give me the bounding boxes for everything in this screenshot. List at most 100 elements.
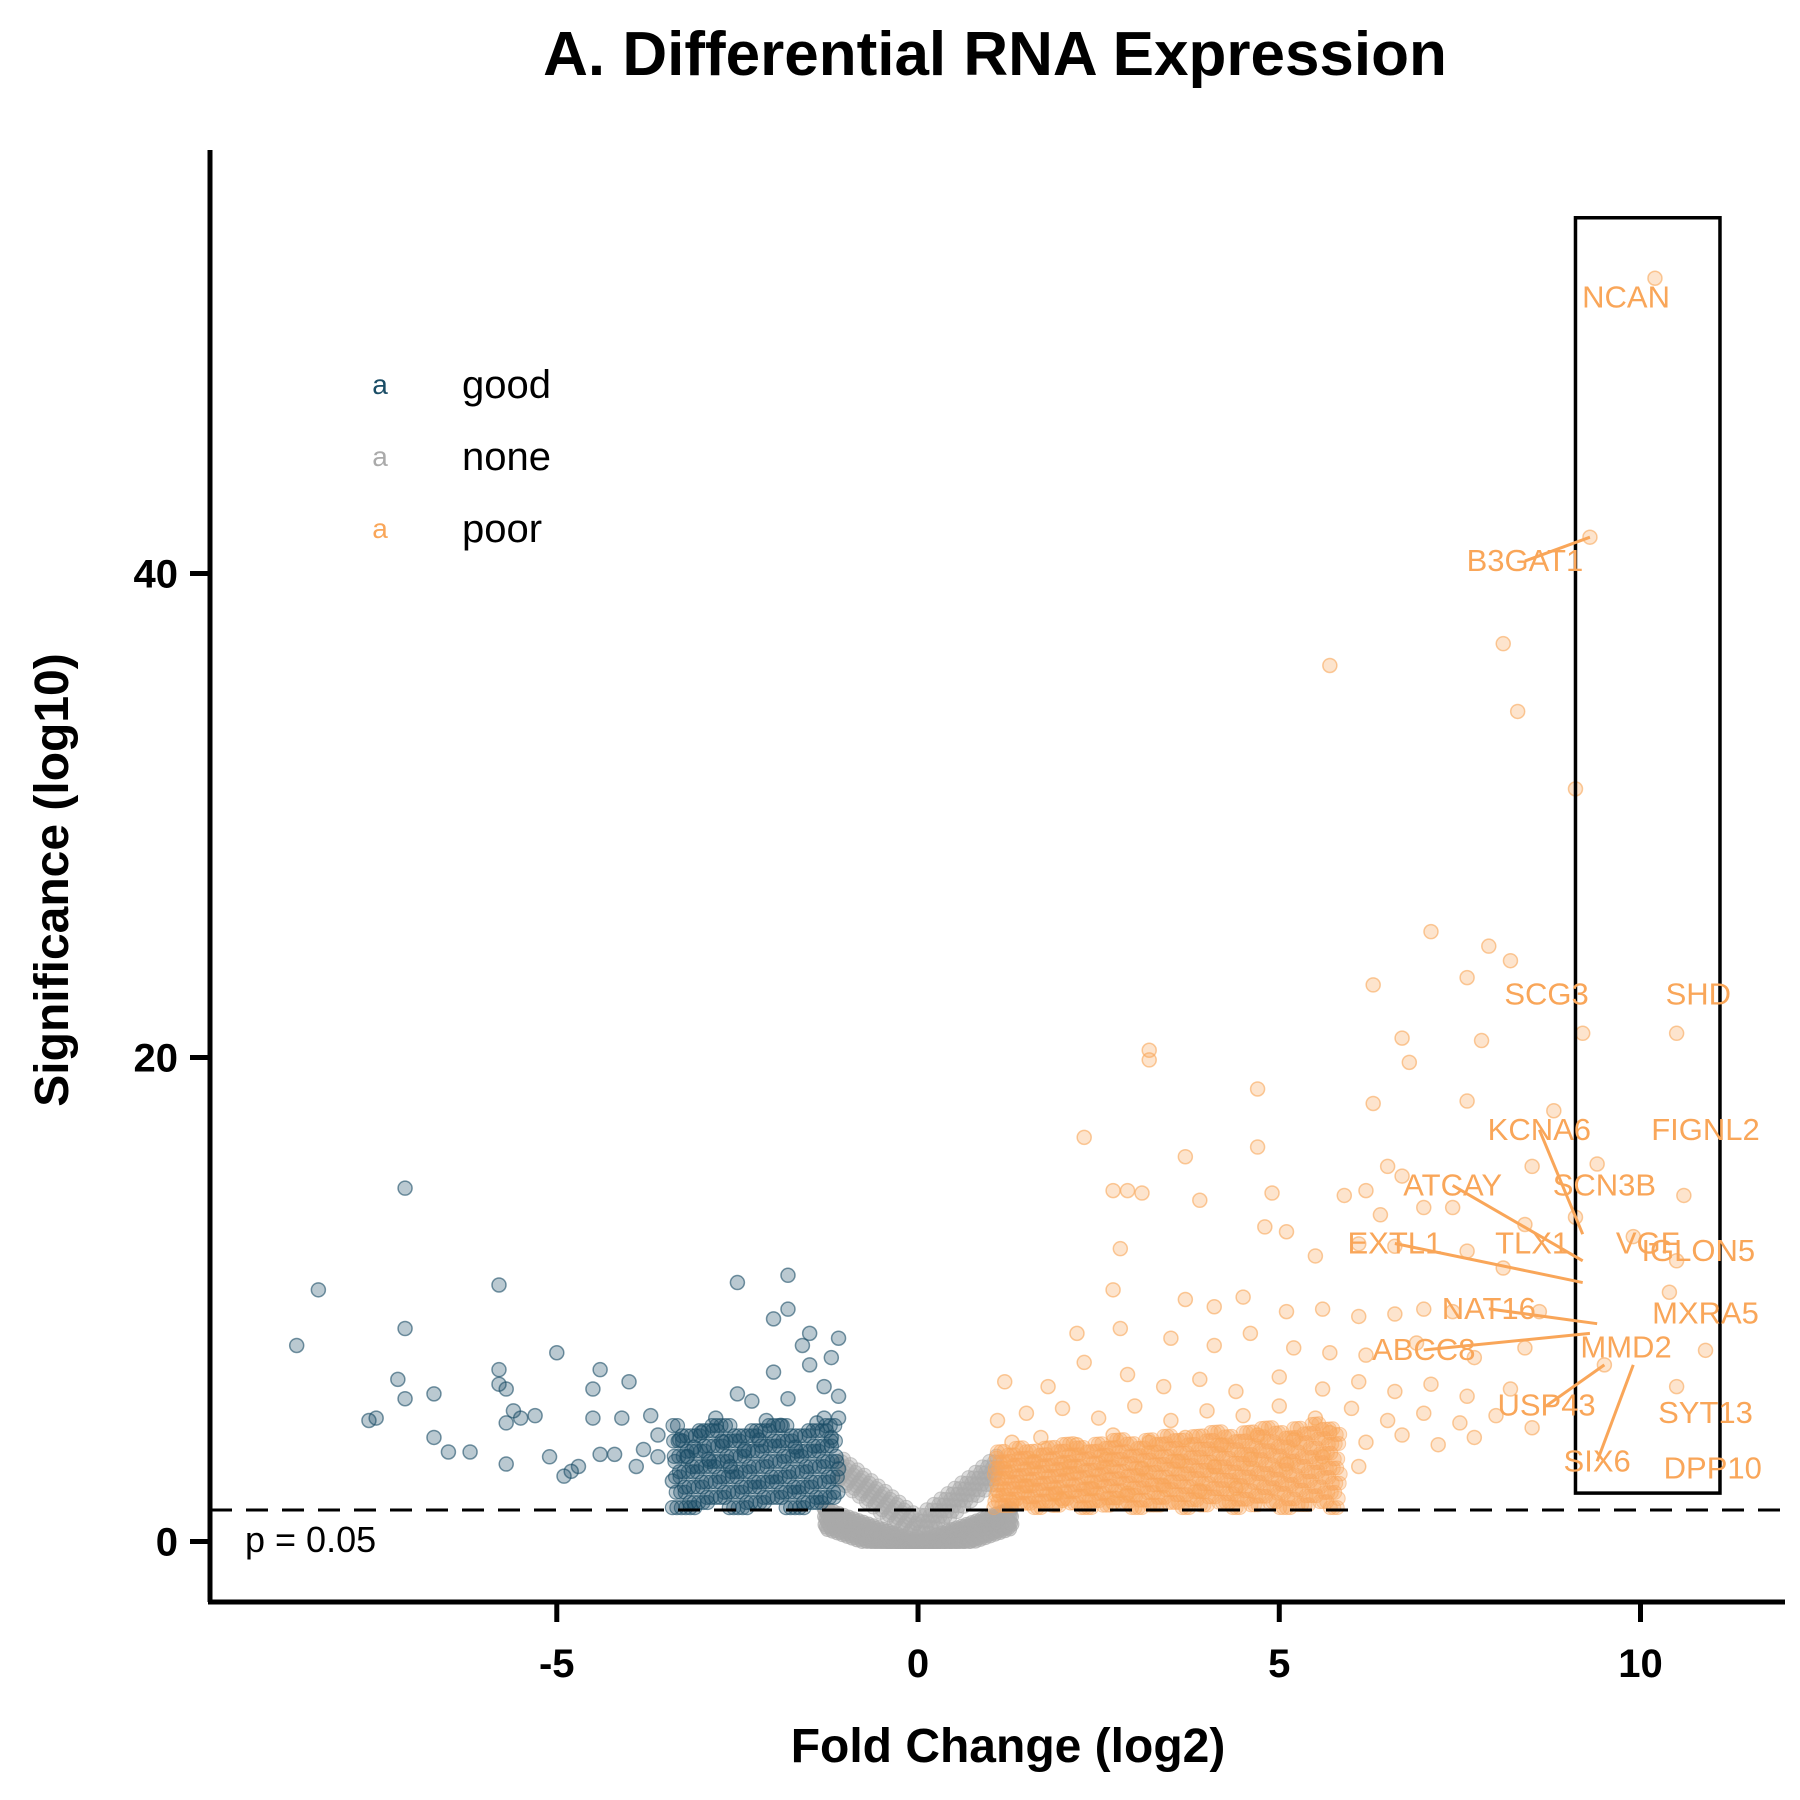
point-good (672, 1469, 688, 1485)
point-poor (1134, 1185, 1150, 1201)
point-poor (1466, 1429, 1483, 1446)
point-poor (1247, 1488, 1263, 1504)
point-poor (1272, 1500, 1288, 1516)
point-good (769, 1489, 785, 1505)
point-good (699, 1494, 716, 1511)
point-poor (1350, 1308, 1367, 1325)
gene-label: ABCC8 (1372, 1332, 1475, 1367)
gene-label: VGF (1616, 1226, 1680, 1261)
point-poor (1387, 1383, 1403, 1400)
point-good (816, 1410, 832, 1426)
point-poor (1249, 1139, 1266, 1155)
point-poor (1270, 1439, 1286, 1455)
x-tick-label: 10 (1618, 1642, 1663, 1686)
threshold-layer: p = 0.05 (210, 1508, 1785, 1560)
point-poor (1379, 1158, 1396, 1175)
point-poor (1032, 1476, 1048, 1492)
point-good (754, 1443, 770, 1459)
legend: a good a none a poor (372, 363, 551, 551)
point-poor (1249, 1081, 1266, 1097)
point-poor (1278, 1223, 1295, 1240)
point-poor (1358, 1182, 1374, 1199)
point-poor (1227, 1434, 1243, 1450)
leader-line (1537, 1129, 1585, 1235)
point-good (772, 1453, 788, 1470)
point-poor (1314, 1301, 1331, 1317)
point-poor (1509, 703, 1526, 720)
point-poor (1008, 1468, 1024, 1484)
point-poor (1127, 1398, 1143, 1414)
gene-label: MXRA5 (1652, 1296, 1759, 1331)
point-good (776, 1453, 792, 1470)
y-tick-label: 40 (134, 553, 179, 597)
point-good (592, 1446, 608, 1463)
leader-line (1451, 1184, 1584, 1263)
point-poor (1053, 1455, 1069, 1471)
point-good (707, 1410, 724, 1426)
point-good (780, 1301, 796, 1317)
point-good (390, 1371, 406, 1388)
point-good (756, 1494, 773, 1511)
point-poor (1120, 1468, 1136, 1484)
point-poor (1495, 635, 1511, 652)
point-good (541, 1449, 558, 1465)
point-poor (1292, 1473, 1308, 1489)
point-good (735, 1500, 751, 1516)
point-poor (1235, 1289, 1251, 1305)
x-tick-label: -5 (539, 1642, 575, 1686)
point-good (498, 1381, 514, 1397)
point-good (798, 1464, 815, 1480)
point-good (368, 1410, 384, 1426)
point-poor (1119, 1485, 1136, 1501)
point-poor (1196, 1497, 1212, 1513)
point-poor (1668, 1378, 1685, 1395)
point-good (570, 1458, 587, 1475)
x-tick-label: 0 (907, 1642, 929, 1686)
point-poor (1170, 1453, 1186, 1470)
y-tick-label: 20 (134, 1037, 179, 1081)
point-poor (1192, 1482, 1208, 1499)
point-poor (1625, 1228, 1642, 1245)
point-good (819, 1438, 835, 1454)
point-poor (1379, 1412, 1396, 1429)
point-poor (1249, 1427, 1266, 1443)
point-good (742, 1464, 758, 1480)
point-poor (1206, 1337, 1222, 1354)
y-axis-label: Significance (log10) (26, 653, 79, 1106)
point-poor (1018, 1478, 1035, 1494)
point-poor (1112, 1240, 1129, 1257)
point-poor (1054, 1400, 1071, 1417)
point-good (830, 1410, 847, 1426)
point-good (712, 1489, 728, 1505)
point-poor (1242, 1451, 1259, 1467)
point-good (707, 1474, 723, 1490)
point-poor (1155, 1478, 1172, 1494)
point-poor (1589, 1156, 1605, 1172)
point-good (440, 1444, 457, 1460)
leader-line (1488, 1307, 1598, 1326)
point-poor (1144, 1477, 1160, 1493)
annotation-layer: NCAN B3GAT1 SCG3 SHD KCNA6 FIGNL2 ATCAY SCN3B EX… (1347, 279, 1761, 1485)
point-good (797, 1428, 813, 1444)
point-good (628, 1458, 645, 1475)
point-good (804, 1479, 820, 1495)
point-good (715, 1434, 731, 1451)
point-good (749, 1443, 765, 1459)
point-poor (1160, 1495, 1176, 1511)
point-good (498, 1415, 514, 1431)
point-poor (989, 1482, 1006, 1499)
point-good (614, 1410, 630, 1426)
legend-key-good: a (372, 369, 388, 400)
point-poor (1278, 1303, 1295, 1320)
point-good (739, 1500, 755, 1516)
point-poor (1444, 1303, 1461, 1320)
legend-key-poor: a (372, 513, 388, 544)
point-good (794, 1464, 810, 1480)
point-poor (1661, 1284, 1678, 1300)
point-good (592, 1361, 608, 1378)
point-poor (1350, 1458, 1367, 1475)
point-good (830, 1330, 847, 1346)
point-poor (1278, 1456, 1295, 1472)
point-good (779, 1418, 795, 1434)
point-poor (1076, 1129, 1092, 1146)
